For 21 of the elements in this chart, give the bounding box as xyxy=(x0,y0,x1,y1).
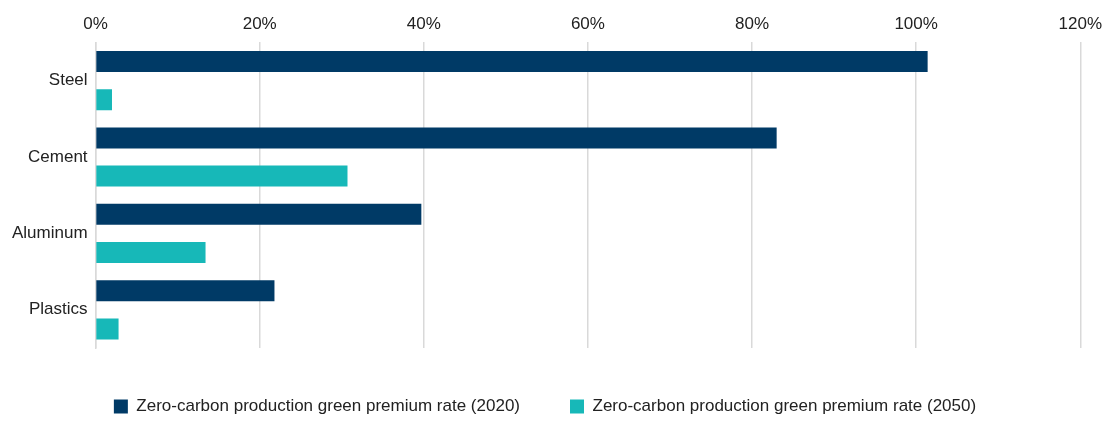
y-tick-label: Cement xyxy=(28,146,88,166)
x-tick-label: 0% xyxy=(83,13,108,33)
x-tick-label: 100% xyxy=(894,13,938,33)
bar xyxy=(96,242,206,264)
bar xyxy=(96,165,348,187)
x-tick-label: 60% xyxy=(570,13,605,33)
x-tick-label: 120% xyxy=(1058,13,1102,33)
x-tick-label: 40% xyxy=(406,13,441,33)
bar xyxy=(96,89,112,111)
x-tick-label: 20% xyxy=(242,13,277,33)
bar xyxy=(96,280,275,302)
legend-label: Zero-carbon production green premium rate (2050) xyxy=(592,396,977,416)
legend-label: Zero-carbon production green premium rate (2020) xyxy=(136,396,520,416)
y-tick-label: Aluminum xyxy=(11,223,88,243)
x-tick-label: 80% xyxy=(735,13,770,33)
y-tick-label: Steel xyxy=(48,70,88,90)
bar xyxy=(96,203,422,225)
y-tick-label: Plastics xyxy=(29,299,88,319)
bar xyxy=(96,127,777,149)
bar xyxy=(96,318,119,340)
bar xyxy=(96,51,928,73)
